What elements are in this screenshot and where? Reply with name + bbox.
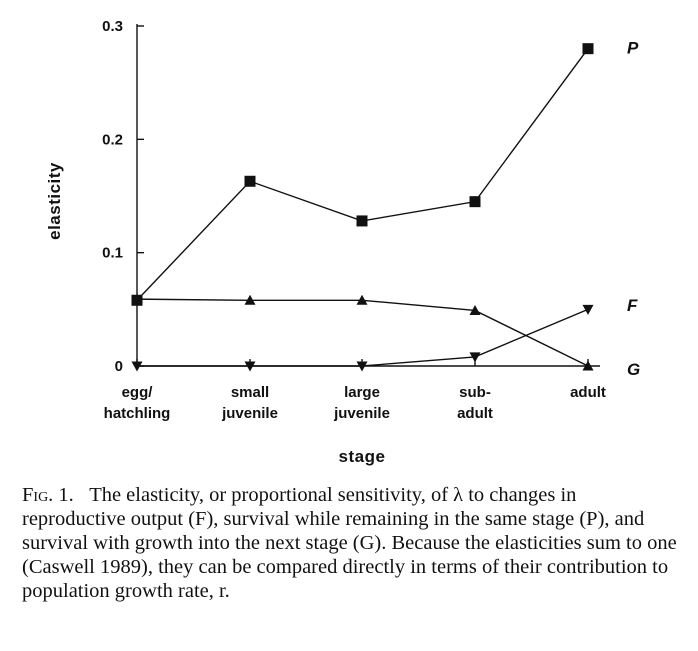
point-P bbox=[244, 175, 256, 187]
x-tick-label: sub- bbox=[459, 384, 491, 401]
x-tick-label: juvenile bbox=[221, 405, 278, 422]
point-F bbox=[582, 304, 594, 315]
series-label-F: F bbox=[627, 296, 638, 315]
series-line-G bbox=[136, 298, 589, 367]
x-tick-label: adult bbox=[570, 384, 606, 401]
series-label-P: P bbox=[627, 39, 639, 58]
y-tick-label: 0.2 bbox=[102, 131, 123, 148]
y-tick-label: 0.1 bbox=[102, 245, 123, 262]
point-P bbox=[582, 43, 594, 55]
x-tick-label: hatchling bbox=[104, 405, 171, 422]
point-P bbox=[356, 215, 368, 227]
x-tick-label: large bbox=[344, 384, 380, 401]
point-F bbox=[356, 361, 368, 372]
x-tick-label: egg/ bbox=[122, 384, 154, 401]
point-F bbox=[244, 361, 256, 372]
point-F bbox=[469, 352, 481, 363]
figure-label: Fig. 1. bbox=[22, 484, 74, 506]
point-F bbox=[131, 361, 143, 372]
point-G bbox=[582, 360, 594, 371]
caption-body: The elasticity, or proportional sensitiv… bbox=[22, 484, 677, 602]
point-G bbox=[469, 304, 481, 315]
point-G bbox=[131, 293, 143, 304]
elasticity-chart: 0 0.1 0.2 0.3 egg/hatchling small juvenile larg… bbox=[45, 18, 640, 466]
x-axis-title: stage bbox=[339, 447, 386, 466]
figure-caption: Fig. 1. The elasticity, or proportional … bbox=[22, 483, 682, 603]
x-tick-label: adult bbox=[457, 405, 493, 422]
y-tick-label: 0.3 bbox=[102, 18, 123, 35]
series-label-G: G bbox=[627, 360, 640, 379]
point-G bbox=[356, 294, 368, 305]
x-tick-label: juvenile bbox=[333, 405, 390, 422]
point-P bbox=[469, 196, 481, 208]
y-tick-label: 0 bbox=[115, 358, 123, 375]
series-line-F bbox=[137, 308, 589, 367]
y-axis-title: elasticity bbox=[45, 162, 64, 240]
point-G bbox=[244, 294, 256, 305]
caption-text: Fig. 1. The elasticity, or proportional … bbox=[22, 483, 682, 603]
series-line-P bbox=[136, 48, 589, 301]
x-tick-label: small bbox=[231, 384, 269, 401]
